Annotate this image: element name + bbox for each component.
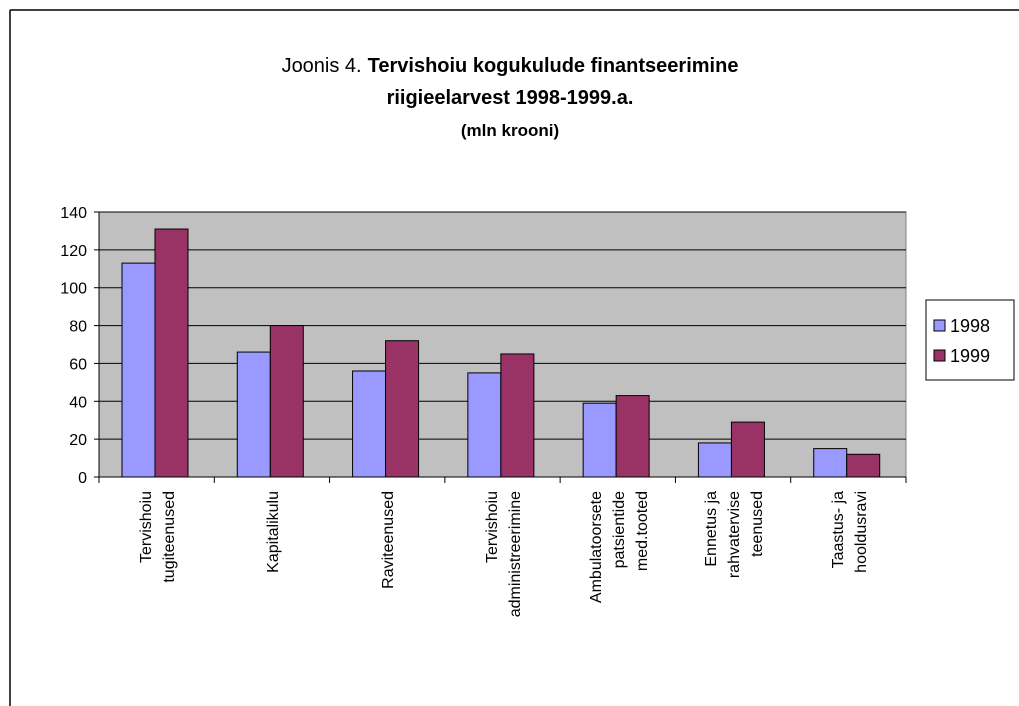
x-tick-label: Kapitalikulu [265,491,282,573]
bar [352,370,387,478]
bar [582,402,617,478]
y-tick-label: 60 [69,356,87,373]
x-tick-label: Ambulatoorsete [588,491,605,603]
y-tick-label: 80 [69,319,87,336]
y-tick-label: 100 [60,281,87,298]
y-tick-label: 120 [60,243,87,260]
x-tick-label: Raviteenused [380,491,397,589]
bar [846,453,881,478]
legend-label: 1998 [950,316,990,336]
bar [121,262,156,478]
bar [813,448,848,478]
bar [154,228,189,478]
y-tick-label: 140 [60,205,87,222]
bar [615,395,650,478]
x-tick-label: administreerimine [507,491,524,617]
x-tick-label: rahvatervise [726,491,743,578]
chart-subtitle: (mln krooni) [461,121,559,140]
x-tick-label: hooldusravi [853,491,870,573]
bar [467,372,502,478]
bar [385,340,420,478]
bar [500,353,535,478]
bar [269,325,304,478]
chart-title: Joonis 4. Tervishoiu kogukulude finantsee… [282,55,739,77]
legend [925,299,1015,381]
bar [236,351,271,478]
legend-swatch [933,349,946,362]
legend-label: 1999 [950,346,990,366]
x-tick-label: patsientide [611,491,628,568]
title-main: Tervishoiu kogukulude finantseerimine [368,55,739,77]
y-tick-label: 0 [78,470,87,487]
bar [730,421,765,478]
x-tick-label: Tervishoiu [484,491,501,563]
chart-title: riigieelarvest 1998-1999.a. [387,87,634,109]
x-tick-label: Ennetus ja [703,491,720,567]
x-tick-label: Taastus- ja [830,491,847,568]
title-prefix: Joonis 4. [282,55,362,77]
y-tick-label: 20 [69,432,87,449]
bar [697,442,732,478]
x-tick-label: med.tooted [634,491,651,571]
y-tick-label: 40 [69,394,87,411]
legend-swatch [933,319,946,332]
x-tick-label: tugiteenused [161,491,178,583]
x-tick-label: teenused [749,491,766,557]
x-tick-label: Tervishoiu [138,491,155,563]
